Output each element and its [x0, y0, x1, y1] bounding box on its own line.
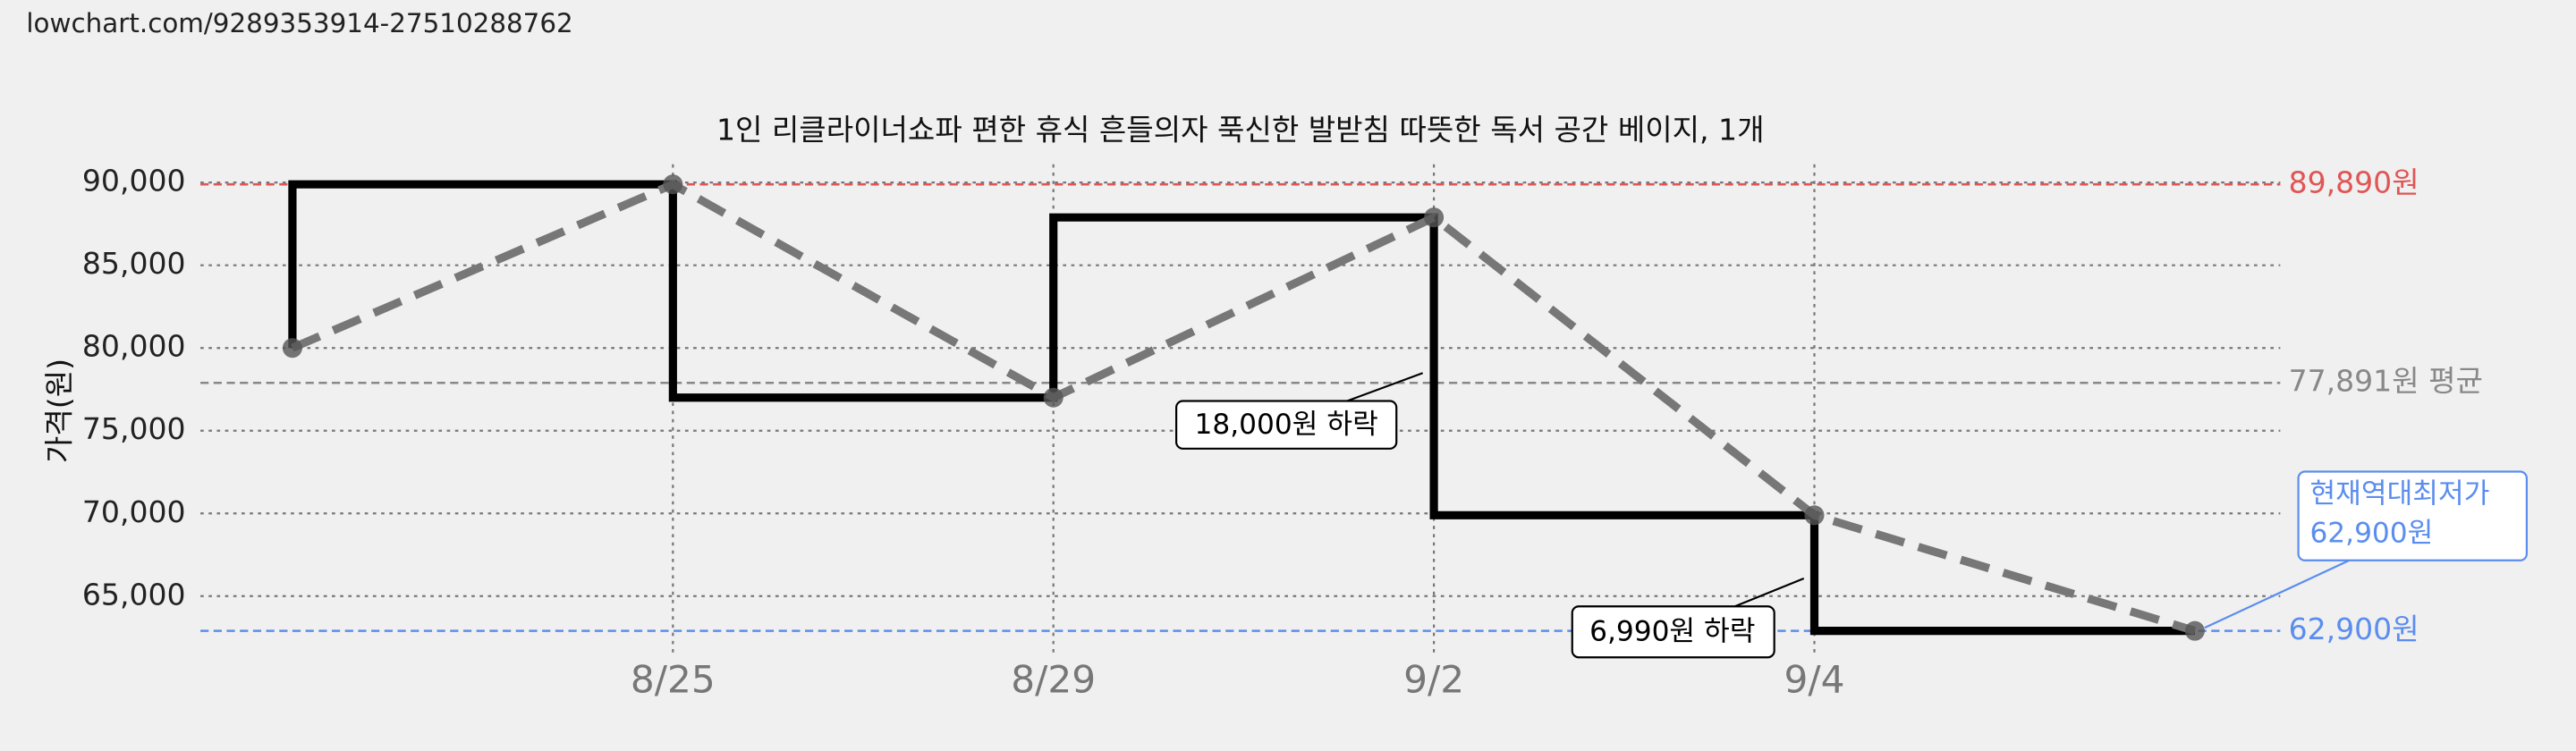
y-tick-label: 90,000	[82, 164, 186, 198]
y-tick-label: 75,000	[82, 411, 186, 446]
url: lowchart.com/9289353914-27510288762	[26, 8, 572, 38]
y-tick-label: 85,000	[82, 246, 186, 281]
reference-label: 77,891원 평균	[2289, 364, 2483, 399]
price-marker	[1043, 387, 1063, 408]
price-line	[291, 180, 2197, 636]
current-low-price: 62,900원	[2309, 517, 2433, 549]
price-marker	[2184, 620, 2205, 641]
y-tick-label: 65,000	[82, 577, 186, 612]
annotation: 6,990원 하락	[1589, 616, 1755, 648]
chart-title: 1인 리클라이너쇼파 편한 휴식 흔들의자 푹신한 발받침 따뜻한 독서 공간 …	[716, 113, 1765, 148]
reference-label: 62,900원	[2289, 612, 2419, 646]
y-tick-label: 80,000	[82, 329, 186, 364]
arrow	[1734, 577, 1805, 608]
price-marker	[1804, 505, 1825, 526]
y-axis-label: 가격(원)	[41, 359, 76, 463]
x-tick-label: 8/29	[1011, 657, 1096, 701]
x-tick-label: 9/2	[1403, 657, 1464, 701]
annotation-box	[1175, 400, 1398, 450]
annotation-box	[1571, 605, 1775, 659]
annotation: 18,000원 하락	[1195, 409, 1378, 441]
price-marker	[1424, 207, 1445, 228]
arrow	[1346, 372, 1423, 402]
annotations: 18,000원 하락 6,990원 하락 현재역대최저가 62,900원	[1175, 372, 2528, 659]
price-marker	[282, 338, 302, 359]
annotation-box	[2297, 470, 2528, 561]
reference-label: 89,890원	[2289, 165, 2419, 200]
x-tick-label: 8/25	[631, 657, 716, 701]
plot: 65,000 70,000 75,000 80,000 85,000 90,000 8/25…	[82, 164, 2483, 702]
y-tick-label: 70,000	[82, 494, 186, 529]
x-tick-label: 9/4	[1784, 657, 1845, 701]
arrow	[2204, 559, 2350, 629]
price-marker	[663, 174, 683, 195]
step-line	[288, 180, 2195, 636]
current-low-title: 현재역대최저가	[2309, 477, 2489, 510]
